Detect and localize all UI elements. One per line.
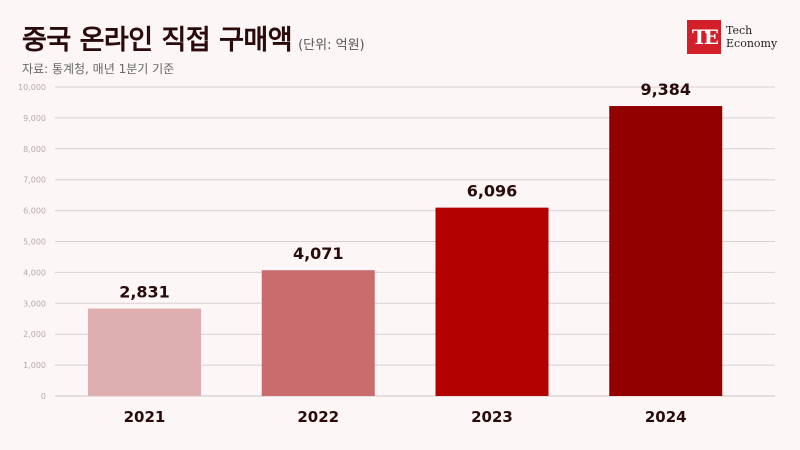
logo-line-1: Tech — [726, 24, 753, 37]
y-tick-label: 0 — [41, 392, 46, 401]
logo-line-2: Economy — [726, 37, 778, 50]
bar-layer — [88, 106, 723, 397]
category-label-2021: 2021 — [124, 408, 166, 426]
value-label-2022: 4,071 — [293, 244, 344, 263]
y-tick-label: 7,000 — [23, 176, 46, 185]
y-tick-label: 9,000 — [23, 114, 46, 123]
category-label-2023: 2023 — [471, 408, 513, 426]
unit-label: (단위: 억원) — [298, 38, 365, 53]
y-tick-label: 1,000 — [23, 361, 46, 370]
y-tick-label: 5,000 — [23, 238, 46, 247]
title-row: 중국 온라인 직접 구매액 (단위: 억원) — [22, 18, 365, 57]
category-label-2022: 2022 — [297, 408, 339, 426]
y-tick-label: 4,000 — [23, 268, 46, 277]
bar-2022 — [261, 270, 375, 396]
y-tick-label: 6,000 — [23, 207, 46, 216]
bar-2021 — [88, 308, 201, 396]
chart-title: 중국 온라인 직접 구매액 — [22, 25, 293, 56]
y-tick-label: 8,000 — [23, 145, 46, 154]
category-label-2024: 2024 — [645, 408, 687, 426]
source-note: 자료: 통계청, 매년 1분기 기준 — [22, 62, 175, 76]
bar-2024 — [609, 106, 723, 397]
logo-wordmark: Tech Economy — [726, 24, 777, 50]
logo-mark: TE — [687, 20, 721, 54]
value-label-2021: 2,831 — [119, 283, 170, 302]
y-tick-label: 10,000 — [18, 83, 46, 92]
bar-2023 — [435, 207, 549, 396]
value-label-2024: 9,384 — [640, 80, 691, 99]
y-tick-label: 3,000 — [23, 299, 46, 308]
tech-economy-logo: TE Tech Economy — [687, 20, 777, 54]
label-layer: 2,831 2021 4,071 2022 6,096 2023 9,384 2024 — [119, 80, 691, 426]
y-tick-label: 2,000 — [23, 330, 46, 339]
value-label-2023: 6,096 — [467, 182, 518, 201]
